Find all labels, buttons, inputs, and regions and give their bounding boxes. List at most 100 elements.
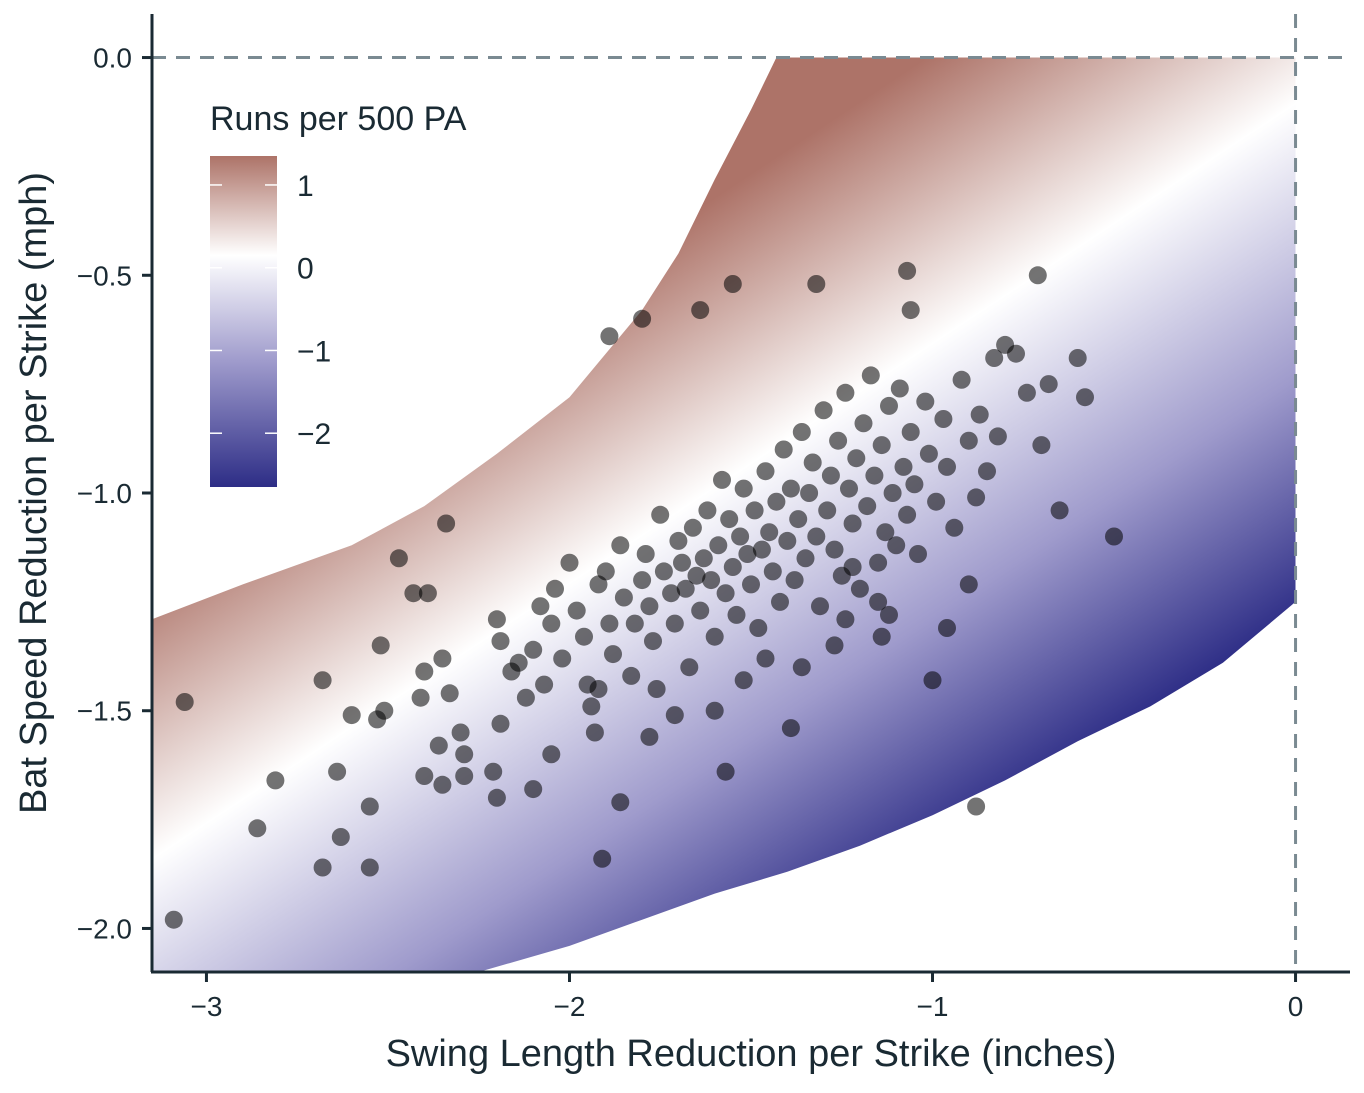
axes: −3 −2 −1 0 0.0 −0.5 −1.0 −1.5 −2.0 Swing Length… — [13, 14, 1350, 1075]
data-point — [952, 370, 971, 389]
data-point — [509, 653, 528, 672]
data-point — [909, 545, 927, 563]
x-tick-label: 0 — [1288, 991, 1304, 1022]
x-axis-label: Swing Length Reduction per Strike (inche… — [386, 1033, 1117, 1075]
data-point — [702, 571, 721, 590]
data-point — [967, 797, 986, 816]
data-point — [738, 545, 757, 563]
data-point — [749, 619, 768, 637]
legend-tick-label: 1 — [297, 170, 314, 203]
data-point — [516, 688, 535, 707]
legend-tick-label: −1 — [297, 335, 331, 368]
data-point — [807, 527, 826, 546]
data-point — [778, 531, 797, 550]
data-point — [796, 549, 815, 568]
data-point — [872, 436, 891, 455]
data-point — [978, 462, 996, 481]
data-point — [934, 410, 953, 428]
y-axis-label: Bat Speed Reduction per Strike (mph) — [13, 172, 55, 814]
data-point — [611, 536, 630, 555]
data-point — [803, 453, 822, 472]
data-point — [604, 645, 622, 664]
data-point — [883, 484, 902, 502]
data-point — [360, 797, 379, 816]
x-tick-label: −1 — [917, 991, 949, 1022]
data-point — [389, 549, 408, 568]
data-point — [491, 632, 510, 651]
data-point — [415, 662, 434, 681]
data-point — [669, 531, 688, 550]
data-points — [164, 261, 1123, 929]
data-point — [872, 627, 891, 646]
data-point — [781, 479, 800, 498]
data-point — [850, 579, 869, 598]
data-point — [774, 440, 793, 459]
data-point — [727, 605, 746, 624]
data-point — [691, 301, 710, 320]
data-point — [1028, 266, 1047, 285]
data-point — [970, 405, 989, 424]
legend-tick-label: 0 — [297, 253, 314, 286]
data-point — [821, 466, 840, 485]
data-point — [767, 492, 786, 511]
data-point — [164, 910, 183, 929]
data-point — [814, 401, 833, 420]
data-point — [1050, 501, 1069, 520]
data-point — [927, 492, 946, 511]
data-point — [342, 706, 361, 725]
data-point — [829, 431, 848, 450]
data-point — [869, 553, 888, 572]
data-point — [433, 649, 452, 668]
y-tick-label: 0.0 — [93, 43, 132, 74]
data-point — [633, 309, 652, 328]
data-point — [673, 553, 691, 572]
data-point — [542, 614, 561, 633]
data-point — [266, 771, 285, 790]
data-point — [843, 514, 862, 533]
data-point — [553, 649, 572, 668]
data-point — [1105, 527, 1123, 546]
data-point — [723, 275, 742, 293]
data-point — [840, 479, 858, 498]
data-point — [723, 558, 742, 576]
data-point — [651, 505, 670, 524]
data-point — [1068, 349, 1087, 367]
y-tick-label: −1.5 — [77, 696, 132, 727]
data-point — [731, 527, 750, 546]
data-point — [687, 566, 706, 585]
data-point — [691, 601, 710, 620]
data-point — [415, 767, 434, 785]
data-point — [582, 697, 601, 716]
data-point — [1039, 375, 1058, 394]
data-point — [756, 649, 775, 668]
data-point — [792, 423, 811, 441]
data-point — [593, 849, 612, 868]
data-point — [371, 636, 390, 655]
x-tick-label: −3 — [190, 991, 222, 1022]
data-point — [1032, 436, 1051, 455]
data-point — [524, 640, 543, 659]
data-point — [600, 327, 619, 346]
data-point — [869, 592, 888, 611]
reference-lines — [152, 14, 1350, 972]
data-point — [683, 518, 702, 537]
data-point — [843, 558, 862, 576]
data-point — [818, 501, 837, 520]
data-point — [967, 488, 986, 507]
data-point — [785, 571, 804, 590]
data-point — [959, 431, 978, 450]
data-point — [575, 627, 593, 646]
data-point — [880, 396, 898, 415]
data-point — [360, 858, 379, 877]
data-point — [404, 584, 423, 603]
data-point — [705, 701, 724, 720]
data-point — [905, 475, 924, 494]
data-point — [836, 383, 855, 402]
data-point — [836, 610, 855, 629]
data-point — [1076, 388, 1094, 407]
data-point — [614, 588, 633, 607]
data-point — [811, 597, 829, 616]
data-point — [825, 540, 844, 559]
data-point — [923, 671, 942, 690]
data-point — [313, 858, 332, 877]
